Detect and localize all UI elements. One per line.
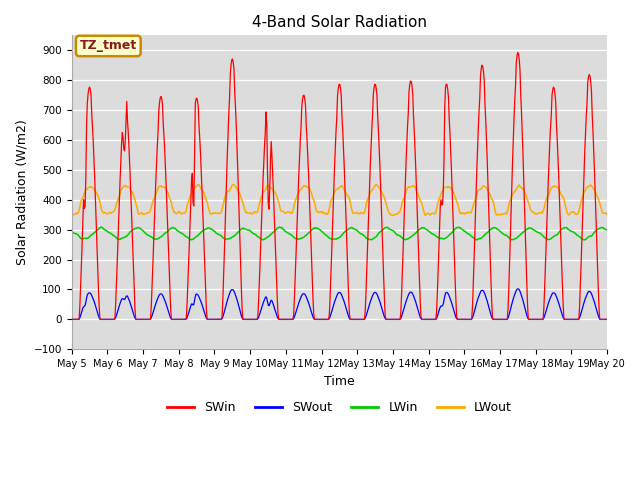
LWout	[229, 182, 237, 188]
Line: LWout: LWout	[72, 185, 607, 216]
X-axis label: Time: Time	[324, 374, 355, 387]
Line: LWin: LWin	[72, 227, 607, 240]
SWin	[604, 316, 611, 322]
LWin	[421, 225, 429, 231]
SWin	[420, 316, 428, 322]
Legend: SWin, SWout, LWin, LWout: SWin, SWout, LWin, LWout	[162, 396, 517, 420]
SWout	[77, 311, 85, 316]
Line: SWout: SWout	[72, 289, 607, 319]
SWout	[187, 303, 195, 309]
LWin	[68, 228, 76, 234]
SWout	[420, 316, 428, 322]
LWin	[98, 224, 106, 230]
LWout	[132, 203, 140, 209]
LWout	[388, 213, 396, 218]
LWout	[422, 213, 429, 218]
SWout	[404, 292, 412, 298]
LWin	[604, 227, 611, 233]
LWout	[77, 197, 85, 203]
LWout	[187, 192, 195, 198]
LWout	[406, 184, 413, 190]
SWin	[514, 50, 522, 56]
SWin	[132, 316, 140, 322]
LWout	[215, 211, 223, 216]
LWin	[216, 232, 224, 238]
SWin	[187, 198, 195, 204]
SWin	[68, 316, 76, 322]
Title: 4-Band Solar Radiation: 4-Band Solar Radiation	[252, 15, 427, 30]
LWin	[188, 237, 195, 242]
Y-axis label: Solar Radiation (W/m2): Solar Radiation (W/m2)	[15, 120, 28, 265]
SWout	[215, 316, 223, 322]
LWout	[68, 212, 76, 218]
LWout	[604, 212, 611, 217]
Line: SWin: SWin	[72, 53, 607, 319]
LWin	[580, 237, 588, 243]
LWin	[133, 225, 141, 231]
SWout	[514, 286, 522, 292]
SWin	[77, 264, 85, 269]
SWin	[215, 316, 223, 322]
SWout	[132, 316, 140, 322]
SWin	[404, 110, 412, 116]
SWout	[604, 316, 611, 322]
Text: TZ_tmet: TZ_tmet	[80, 39, 137, 52]
LWin	[405, 235, 413, 241]
SWout	[68, 316, 76, 322]
LWin	[77, 236, 85, 241]
